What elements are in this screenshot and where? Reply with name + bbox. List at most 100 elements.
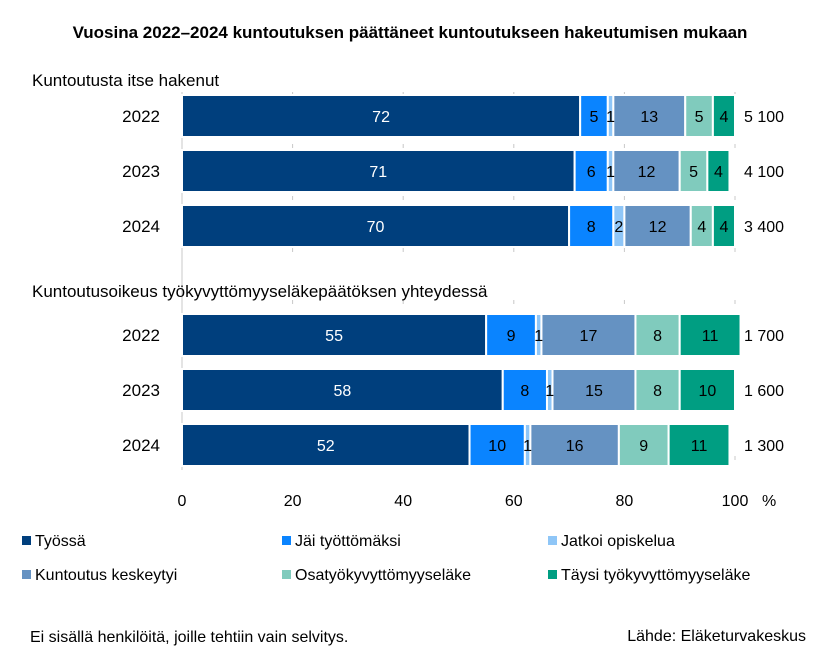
- segment-value-label: 12: [638, 164, 656, 181]
- source-note: Lähde: Eläketurvakeskus: [627, 628, 806, 645]
- segment-value-label: 11: [702, 328, 719, 345]
- bar-segment: [579, 94, 609, 138]
- x-tick-label: 0: [178, 493, 187, 510]
- total-label: 3 400: [744, 219, 784, 236]
- group-label: Kuntoutusta itse hakenut: [32, 71, 219, 90]
- footnote: Ei sisällä henkilöitä, joille tehtiin va…: [30, 629, 348, 646]
- x-axis: 0 20 40 60 80 100%: [178, 493, 777, 510]
- segment-value-label: 70: [367, 219, 385, 236]
- bar-segment: [634, 313, 681, 357]
- legend-swatch: [282, 536, 291, 545]
- segment-value-label: 6: [587, 164, 596, 181]
- bars: [181, 94, 742, 467]
- segment-value-label: 1: [534, 328, 543, 345]
- x-tick-label: 40: [394, 493, 412, 510]
- year-label: 2022: [122, 326, 160, 345]
- bar-segment: [711, 94, 737, 138]
- legend-swatch: [22, 536, 31, 545]
- segment-value-label: 5: [590, 109, 599, 126]
- bar-segment: [181, 423, 471, 467]
- bar-segment: [667, 423, 731, 467]
- gridlines: [181, 92, 736, 470]
- year-label: 2024: [122, 217, 160, 236]
- segment-value-label: 11: [691, 438, 708, 455]
- total-label: 1 700: [744, 328, 784, 345]
- segment-value-label: 8: [520, 383, 529, 400]
- segment-value-label: 5: [695, 109, 704, 126]
- bar-segment: [485, 313, 537, 357]
- total-label: 5 100: [744, 109, 784, 126]
- x-tick-label: 80: [616, 493, 634, 510]
- segment-value-label: 52: [317, 438, 335, 455]
- segment-value-label: 10: [698, 383, 716, 400]
- segment-value-label: 8: [587, 219, 596, 236]
- legend: Työssä Jäi työttömäksi Jatkoi opiskelua Kun…: [22, 533, 750, 584]
- legend-swatch: [548, 536, 557, 545]
- segment-value-label: 10: [488, 438, 506, 455]
- legend-item: Jatkoi opiskelua: [561, 533, 675, 550]
- bar-segment: [501, 368, 548, 412]
- bar-segment: [181, 204, 571, 248]
- year-label: 2022: [122, 107, 160, 126]
- group-label: Kuntoutusoikeus työkyvyttömyyseläkepäätö…: [32, 282, 488, 301]
- segment-value-label: 58: [333, 383, 351, 400]
- total-label: 1 300: [744, 438, 784, 455]
- segment-value-label: 9: [507, 328, 516, 345]
- segment-value-label: 17: [580, 328, 598, 345]
- segment-value-label: 9: [639, 438, 648, 455]
- bar-segment: [568, 204, 615, 248]
- bar-segment: [706, 149, 731, 193]
- bar-segment: [540, 313, 637, 357]
- bar-segment: [711, 204, 737, 248]
- bar-segment: [678, 368, 737, 412]
- year-label: 2024: [122, 436, 160, 455]
- legend-item: Työssä: [35, 533, 86, 550]
- year-label: 2023: [122, 162, 160, 181]
- segment-value-label: 4: [719, 109, 728, 126]
- legend-swatch: [548, 570, 557, 579]
- legend-swatch: [22, 570, 31, 579]
- bar-segment: [623, 204, 692, 248]
- total-label: 1 600: [744, 383, 784, 400]
- x-tick-label: 100: [722, 493, 749, 510]
- x-tick-label: 60: [505, 493, 523, 510]
- bar-segment: [678, 313, 742, 357]
- x-unit-label: %: [762, 493, 776, 510]
- segment-value-label: 8: [653, 383, 662, 400]
- legend-item: Täysi työkyvyttömyyseläke: [561, 567, 750, 584]
- bar-segment: [612, 149, 681, 193]
- segment-value-label: 13: [640, 109, 658, 126]
- segment-value-label: 12: [649, 219, 667, 236]
- segment-value-label: 55: [325, 328, 343, 345]
- segment-value-label: 1: [606, 109, 615, 126]
- segment-value-label: 2: [614, 219, 623, 236]
- legend-item: Osatyökyvyttömyyseläke: [295, 567, 471, 584]
- x-tick-label: 20: [284, 493, 302, 510]
- bar-segment: [181, 368, 504, 412]
- segment-value-label: 4: [714, 164, 723, 181]
- legend-item: Kuntoutus keskeytyi: [35, 567, 177, 584]
- year-label: 2023: [122, 381, 160, 400]
- segment-value-label: 1: [523, 438, 532, 455]
- legend-swatch: [282, 570, 291, 579]
- segment-value-label: 72: [372, 109, 390, 126]
- bar-segment: [684, 94, 714, 138]
- bar-segment: [468, 423, 526, 467]
- bar-segment: [181, 149, 576, 193]
- segment-value-label: 1: [606, 164, 615, 181]
- segment-value-label: 5: [689, 164, 698, 181]
- bar-segment: [181, 313, 488, 357]
- segment-value-label: 71: [369, 164, 387, 181]
- segment-value-label: 4: [719, 219, 728, 236]
- segment-value-label: 4: [697, 219, 706, 236]
- chart-title: Vuosina 2022–2024 kuntoutuksen päättänee…: [73, 23, 748, 42]
- total-label: 4 100: [744, 164, 784, 181]
- segment-value-label: 1: [545, 383, 554, 400]
- bar-segment: [529, 423, 620, 467]
- segment-value-label: 8: [653, 328, 662, 345]
- segment-value-label: 16: [566, 438, 584, 455]
- bar-segment: [617, 423, 670, 467]
- segment-value-label: 15: [585, 383, 603, 400]
